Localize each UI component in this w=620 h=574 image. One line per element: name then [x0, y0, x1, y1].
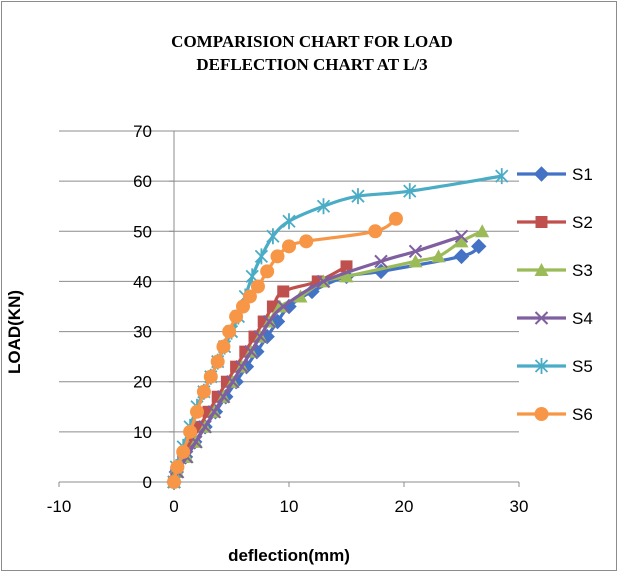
data-point [299, 234, 314, 249]
legend: S1 S2 S3 S4 S5 S6 [517, 165, 593, 424]
data-point [222, 324, 237, 339]
data-point [351, 188, 365, 205]
legend-label: S1 [572, 165, 593, 184]
data-point [167, 475, 181, 489]
x-tick-label: 20 [395, 497, 414, 516]
series-s6 [167, 211, 403, 489]
data-point [339, 269, 354, 283]
data-point [495, 168, 509, 185]
data-point [270, 249, 285, 264]
legend-label: S5 [572, 357, 593, 376]
y-tick-label: 30 [133, 323, 152, 342]
data-point [203, 369, 218, 384]
data-point [431, 249, 446, 263]
data-point [454, 234, 469, 248]
x-tick-label: 10 [280, 497, 299, 516]
data-point [453, 248, 470, 265]
legend-label: S2 [572, 213, 593, 232]
data-point [340, 260, 353, 273]
data-point [408, 254, 423, 268]
series-group [166, 168, 509, 490]
data-point [260, 264, 275, 279]
data-point [176, 444, 191, 459]
data-point [190, 404, 204, 419]
axes [58, 130, 520, 487]
data-point [266, 228, 280, 245]
legend-marker [533, 166, 550, 182]
chart-title-line-2: DEFLECTION CHART AT L/3 [196, 55, 427, 74]
legend-entry-s4: S4 [517, 309, 593, 328]
legend-entry-s3: S3 [517, 261, 593, 280]
data-point [316, 274, 331, 289]
y-tick-label: 40 [133, 272, 152, 291]
data-point [282, 213, 296, 230]
legend-marker [534, 311, 549, 325]
data-point [408, 244, 423, 259]
data-point [454, 229, 469, 244]
legend-marker [534, 263, 549, 276]
data-point [210, 354, 225, 369]
legend-entry-s5: S5 [517, 357, 593, 376]
data-point [276, 299, 290, 314]
legend-entry-s1: S1 [517, 165, 593, 184]
data-point [216, 339, 231, 354]
data-point [235, 359, 249, 374]
data-point [388, 211, 403, 226]
legend-label: S6 [572, 405, 593, 424]
y-tick-label: 50 [133, 222, 152, 241]
data-point [471, 238, 487, 255]
legend-entry-s6: S6 [517, 405, 593, 424]
series-line-s6 [172, 217, 397, 483]
data-point [225, 375, 240, 389]
tick-labels: 0 10 20 30 40 50 60 70 -10 0 10 20 30 [47, 122, 529, 516]
data-point [236, 299, 250, 314]
data-point [254, 248, 269, 265]
x-tick-label: 0 [169, 497, 178, 516]
data-point [198, 420, 212, 434]
data-point [253, 329, 267, 344]
data-point [277, 285, 290, 298]
data-point [250, 279, 265, 294]
data-point [262, 314, 277, 329]
x-axis-title: deflection(mm) [228, 546, 350, 565]
y-tick-label: 0 [143, 473, 152, 492]
x-tick-label: 30 [510, 497, 529, 516]
data-point [475, 224, 490, 238]
data-point [207, 405, 221, 419]
data-point [272, 299, 287, 313]
y-tick-label: 60 [133, 172, 152, 191]
gridlines [59, 130, 519, 433]
y-axis-title: LOAD(KN) [5, 290, 24, 374]
data-point [170, 459, 185, 474]
legend-label: S4 [572, 309, 593, 328]
legend-marker [535, 216, 548, 228]
data-point [216, 390, 231, 404]
series-s2 [168, 260, 353, 488]
data-point [282, 239, 296, 254]
series-s5 [167, 168, 509, 490]
data-point [242, 289, 257, 304]
legend-entry-s2: S2 [517, 213, 593, 232]
data-point [374, 254, 388, 269]
y-tick-label: 70 [133, 122, 152, 141]
legend-label: S3 [572, 261, 593, 280]
series-line-s2 [172, 264, 348, 483]
x-tick-label: -10 [47, 497, 72, 516]
y-tick-label: 20 [133, 373, 152, 392]
y-tick-label: 10 [133, 423, 152, 442]
data-point [403, 183, 417, 200]
data-point [183, 424, 198, 439]
chart-title-line-1: COMPARISION CHART FOR LOAD [171, 32, 453, 51]
data-point [244, 344, 258, 359]
legend-marker [534, 358, 549, 374]
data-point [368, 224, 383, 239]
data-point [229, 309, 244, 324]
data-point [196, 384, 211, 399]
legend-marker [534, 407, 549, 421]
data-point [316, 198, 331, 215]
